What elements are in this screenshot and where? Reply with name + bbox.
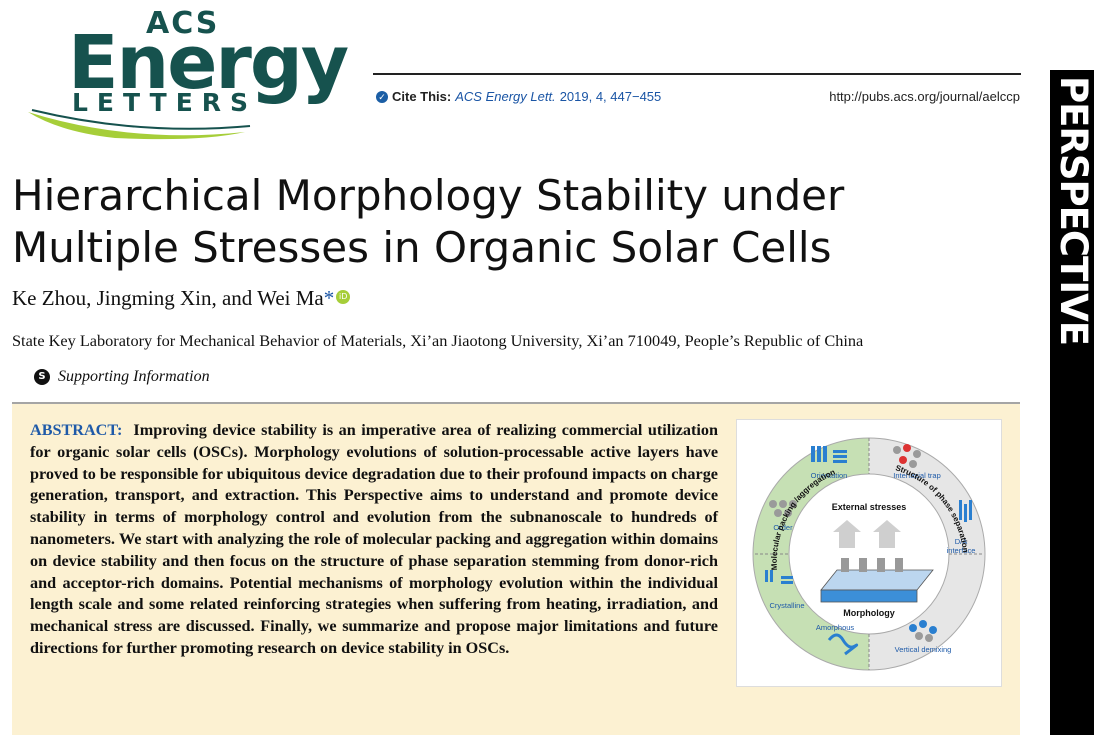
vertical-demixing-icon [909, 620, 937, 642]
label-order: Order [773, 523, 793, 532]
authors-text: Ke Zhou, Jingming Xin, and Wei Ma [12, 286, 324, 310]
label-morphology: Morphology [843, 608, 895, 618]
logo-swoosh [28, 109, 251, 140]
label-amorphous: Amorphous [816, 623, 855, 632]
ring-left-half [753, 438, 869, 670]
amorphous-icon [827, 633, 859, 656]
supporting-info-icon: S [34, 369, 50, 385]
supporting-information-link[interactable]: S Supporting Information [34, 368, 210, 386]
perspective-label: PERSPECTIVE [1052, 76, 1094, 345]
supporting-info-label: Supporting Information [58, 368, 210, 385]
cite-label: Cite This: [392, 89, 452, 104]
corresponding-author-mark[interactable]: * [323, 286, 335, 310]
label-da-1: D/A [955, 537, 968, 546]
label-crystalline: Crystalline [769, 601, 804, 610]
device-stack-icon [820, 520, 934, 603]
perspective-tab: PERSPECTIVE [1050, 70, 1094, 735]
order-icon [769, 500, 797, 517]
orientation-icon [811, 446, 847, 463]
title-line-2: Multiple Stresses in Organic Solar Cells [12, 223, 832, 272]
cite-volume[interactable]: 2019, 4, 447−455 [559, 89, 662, 104]
crystalline-icon [765, 570, 793, 584]
logo-energy: Energy [68, 20, 349, 106]
cite-journal[interactable]: ACS Energy Lett. [455, 89, 556, 104]
header-rule [373, 73, 1021, 75]
journal-logo: ACS Energy LETTERS [20, 4, 380, 144]
abstract-body: Improving device stability is an imperat… [30, 421, 718, 657]
cite-this[interactable]: ✓ Cite This: ACS Energy Lett. 2019, 4, 4… [376, 89, 661, 104]
toc-graphic-svg: Orientation Order Crystalline Amorphous … [752, 437, 986, 671]
logo-letters: LETTERS [72, 88, 258, 117]
interfacial-trap-icon [893, 444, 921, 468]
title-line-1: Hierarchical Morphology Stability under [12, 171, 845, 220]
label-orientation: Orientation [811, 471, 848, 480]
label-interfacial-trap: Interfacial trap [893, 471, 941, 480]
article-title: Hierarchical Morphology Stability under … [12, 170, 1012, 274]
check-icon: ✓ [376, 90, 388, 103]
abstract: ABSTRACT: Improving device stability is … [30, 420, 718, 660]
journal-url[interactable]: http://pubs.acs.org/journal/aelccp [829, 89, 1020, 104]
label-vertical-demixing: Vertical demixing [895, 645, 952, 654]
logo-acs: ACS [146, 6, 220, 41]
label-da-2: interface [947, 546, 976, 555]
affiliation: State Key Laboratory for Mechanical Beha… [12, 331, 864, 350]
abstract-label: ABSTRACT: [30, 421, 123, 439]
orcid-icon[interactable]: iD [336, 290, 351, 304]
author-list: Ke Zhou, Jingming Xin, and Wei Ma* iD [12, 286, 351, 311]
toc-graphic: Orientation Order Crystalline Amorphous … [736, 419, 1002, 687]
label-external-stresses: External stresses [832, 502, 907, 512]
da-interface-icon [959, 500, 972, 522]
ring-right-half [869, 438, 985, 670]
